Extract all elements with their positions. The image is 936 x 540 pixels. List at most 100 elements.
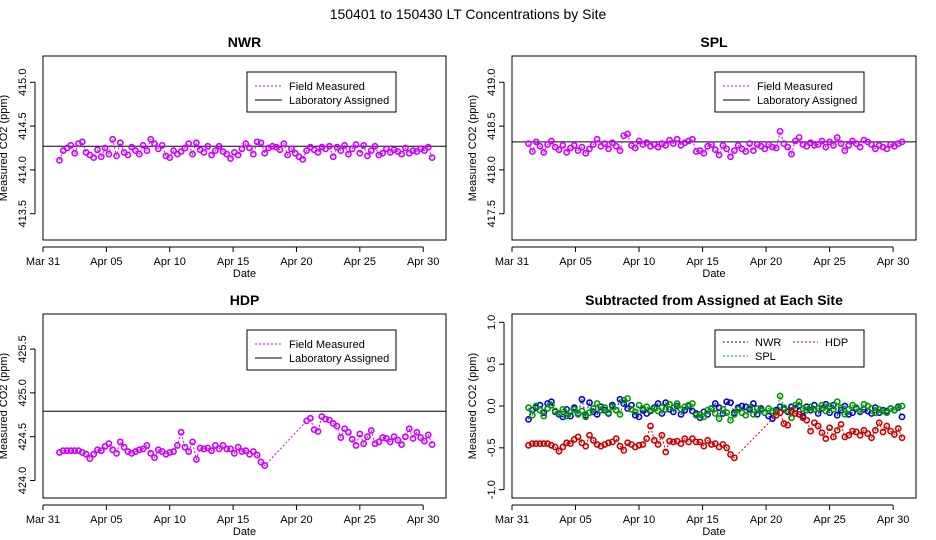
data-point [424,431,432,439]
data-point [666,136,673,144]
data-point [109,135,117,143]
data-point [333,143,341,151]
data-point [528,148,536,155]
data-point [833,411,841,419]
data-point [669,140,677,148]
data-point [402,144,409,152]
data-point [666,437,673,445]
data-point [147,135,155,143]
data-point [780,404,788,412]
data-point [544,405,551,412]
x-tick-label: Mar 31 [26,514,60,526]
data-point [383,145,390,153]
data-point [681,406,689,414]
data-point [551,443,559,451]
x-tick-label: Mar 31 [495,256,529,268]
data-point [540,440,548,448]
data-point [59,447,67,455]
data-point [582,149,590,157]
data-point [669,408,677,416]
data-point [898,402,906,410]
data-point [616,395,624,403]
data-point [593,135,601,143]
data-point [586,409,593,417]
data-point [616,442,624,450]
data-point [708,141,715,148]
data-point [417,434,425,441]
x-axis-label: Date [702,268,725,280]
data-point [367,147,375,155]
legend-label-field: Field Measured [757,81,833,93]
data-point [635,413,643,421]
data-point [719,405,727,413]
data-point [727,399,734,407]
data-point [170,448,177,455]
data-point [574,433,582,441]
data-point [822,407,830,415]
data-point [635,401,643,409]
data-point [700,413,708,421]
data-point [849,427,856,435]
data-point [791,410,799,417]
data-point [864,430,872,437]
data-point [405,425,413,433]
data-point [662,141,670,149]
data-point [192,456,200,463]
x-tick-label: Apr 05 [559,514,591,526]
data-point [860,426,868,434]
data-point [333,422,341,430]
data-point [348,145,356,153]
data-point [708,405,715,412]
data-point [421,437,428,445]
data-point [692,438,700,446]
data-point [616,410,624,418]
data-point [364,152,371,160]
data-point [772,144,780,152]
data-point [132,147,139,155]
data-point [734,405,742,413]
data-point [822,143,830,151]
data-point [322,415,330,423]
data-point [692,411,700,419]
data-point [143,442,151,449]
data-point [612,435,620,443]
data-point [574,147,582,155]
data-point [280,140,288,148]
data-point [807,406,814,414]
x-tick-label: Apr 15 [217,514,249,526]
data-point [628,401,635,409]
legend-label-nwr: NWR [755,337,781,349]
data-point [97,447,105,455]
data-point [402,433,409,441]
data-point [654,143,662,151]
y-tick-label: 413.5 [17,200,29,228]
series-spl [525,392,906,424]
data-point [181,144,189,152]
plot-frame [42,55,447,241]
data-point [379,149,387,157]
data-point [234,151,242,159]
data-point [563,412,571,420]
data-point [593,400,601,407]
data-point [135,150,143,158]
data-point [715,415,723,422]
x-tick-label: Mar 31 [26,256,60,268]
data-point [723,444,731,452]
data-point [662,405,670,413]
data-point [208,151,215,159]
data-point [211,442,219,449]
data-point [696,438,704,446]
y-tick-label: 424.5 [17,423,29,451]
data-point [367,427,375,434]
data-point [830,401,837,409]
data-point [719,410,727,417]
data-point [352,442,360,449]
data-point [570,405,578,413]
plot-frame [511,313,917,499]
data-point [887,427,894,435]
data-point [868,141,875,148]
data-point [791,401,799,409]
data-point [116,438,124,446]
data-point [871,426,879,434]
data-point [784,407,792,415]
